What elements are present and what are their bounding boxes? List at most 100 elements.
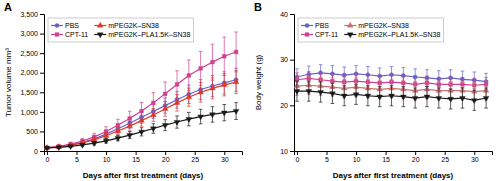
error-bar	[211, 44, 215, 80]
point	[162, 106, 168, 111]
legend-label: PBS	[65, 22, 79, 29]
tick: 15	[382, 151, 390, 163]
tick: 1,000	[20, 109, 44, 116]
tick-label: 1,500	[20, 89, 38, 96]
tick-mark	[40, 151, 44, 152]
point	[103, 132, 109, 137]
point	[210, 113, 216, 118]
legend-item: mPEG2K–SN38	[94, 22, 159, 29]
tick-label: 5	[325, 156, 329, 163]
tick: 25	[441, 151, 449, 163]
legend: PBSCPT-11mPEG2K–SN38mPEG2K–PLA1.5K–SN38	[298, 18, 443, 42]
tick-mark	[40, 92, 44, 93]
point	[91, 137, 97, 142]
tick-mark	[224, 151, 225, 155]
series	[45, 68, 238, 150]
tick-mark	[40, 131, 44, 132]
panel-title: A	[4, 1, 12, 13]
tick-mark	[290, 105, 294, 106]
tick-label: 25	[191, 156, 199, 163]
point	[151, 112, 157, 117]
tick-label: 0	[46, 156, 50, 163]
data-layer	[44, 32, 239, 151]
point	[330, 92, 336, 97]
tick: 2,000	[20, 69, 44, 76]
tick-label: 15	[382, 156, 390, 163]
y-axis-title: Body weight (g)	[254, 54, 263, 110]
error-bar	[175, 71, 179, 98]
point	[377, 95, 383, 100]
tick: 20	[162, 151, 170, 163]
x-axis: 051015202530	[45, 151, 243, 163]
point	[103, 139, 109, 144]
tick: 25	[191, 151, 199, 163]
tick-mark	[40, 112, 44, 113]
legend-marker	[305, 33, 309, 37]
tick-label: 10	[280, 148, 288, 155]
legend-marker	[305, 23, 309, 27]
tick-label: 2,500	[20, 50, 38, 57]
legend-label: mPEG2K–PLA1.5K–SN38	[358, 31, 440, 38]
point	[151, 101, 155, 105]
point	[199, 67, 203, 71]
legend-marker	[347, 33, 353, 38]
point	[471, 99, 477, 104]
tick: 20	[412, 151, 420, 163]
point	[198, 115, 204, 120]
y-axis: 05001,0001,5002,0002,5003,0003,500	[20, 11, 44, 155]
point	[424, 95, 430, 100]
tick: 5	[325, 151, 329, 163]
tick: 0	[46, 151, 50, 163]
legend-item: PBS	[51, 22, 79, 29]
tick-label: 0	[34, 148, 38, 155]
tick-mark	[106, 151, 107, 155]
legend-label: mPEG2K–SN38	[358, 22, 409, 29]
point	[115, 136, 121, 141]
tick-mark	[195, 151, 196, 155]
tick: 30	[471, 151, 479, 163]
point	[234, 50, 238, 54]
legend-item: CPT-11	[51, 31, 88, 38]
point	[460, 96, 466, 101]
legend: PBSCPT-11mPEG2K–SN38mPEG2K–PLA1.5K–SN38	[48, 18, 193, 42]
point	[44, 146, 50, 151]
tick-label: 40	[280, 11, 288, 18]
tick-mark	[386, 151, 387, 155]
x-axis: 051015202530	[295, 151, 493, 163]
point	[127, 123, 133, 128]
point	[198, 89, 204, 94]
tick: 2,500	[20, 50, 44, 57]
tick-mark	[165, 151, 166, 155]
legend-frame	[48, 18, 193, 42]
point	[294, 90, 300, 95]
y-axis-line	[290, 15, 295, 152]
point	[233, 109, 239, 114]
tick-label: 25	[441, 156, 449, 163]
point	[174, 120, 180, 125]
tick-label: 500	[26, 128, 38, 135]
point	[389, 94, 395, 99]
tick-label: 5	[75, 156, 79, 163]
point	[341, 94, 347, 99]
legend-item: mPEG2K–SN38	[344, 22, 409, 29]
error-bar	[234, 32, 238, 72]
x-axis-title: Days after first treatment (days)	[83, 171, 204, 180]
tick-label: 3,000	[20, 30, 38, 37]
point	[436, 96, 442, 101]
point	[139, 117, 145, 122]
tick-mark	[40, 53, 44, 54]
tick: 15	[132, 151, 140, 163]
legend-item: PBS	[301, 22, 329, 29]
point	[211, 60, 215, 64]
point	[221, 111, 227, 116]
point	[401, 95, 407, 100]
point	[140, 109, 144, 113]
point	[365, 94, 371, 99]
point	[483, 96, 489, 101]
tick-mark	[297, 151, 298, 155]
point	[186, 94, 192, 99]
tick: 40	[280, 11, 294, 18]
point	[127, 134, 133, 139]
plot-area: 05101520253005001,0001,5002,0002,5003,00…	[4, 11, 243, 180]
tick-label: 1,000	[20, 109, 38, 116]
